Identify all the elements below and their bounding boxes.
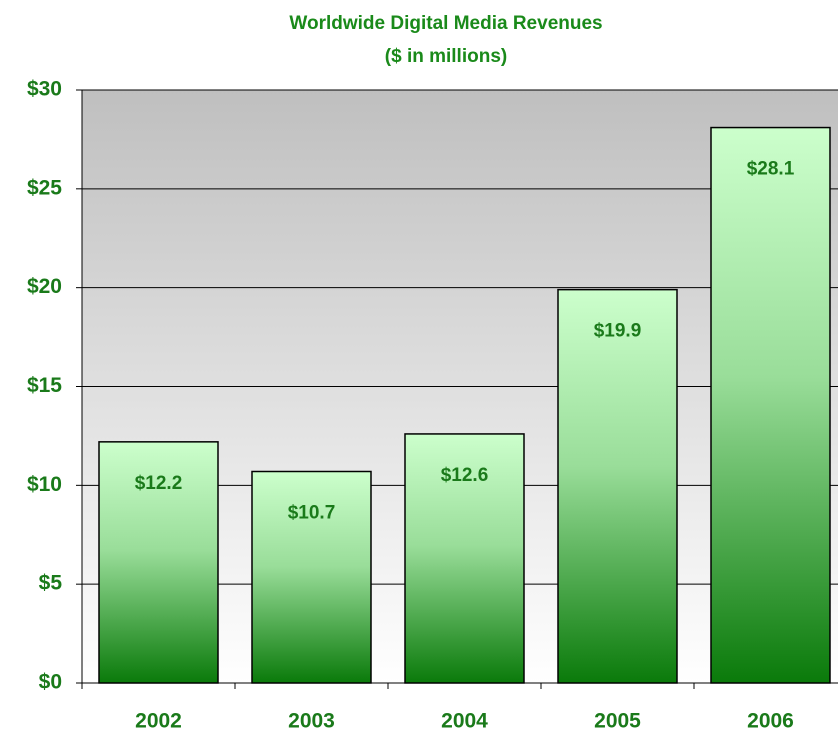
data-label: $12.6: [441, 465, 489, 486]
chart-subtitle: ($ in millions): [385, 46, 507, 67]
bar: [251, 470, 372, 684]
x-tick-label: 2002: [135, 710, 182, 733]
x-tick-label: 2006: [747, 710, 794, 733]
y-tick-label: $0: [39, 671, 62, 694]
y-tick-label: $5: [39, 572, 63, 595]
data-label: $12.2: [135, 473, 183, 494]
bar: [98, 441, 219, 684]
x-tick-label: 2003: [288, 710, 335, 733]
y-tick-label: $10: [27, 473, 62, 496]
bar: [404, 433, 525, 684]
x-tick-label: 2004: [441, 710, 488, 733]
x-tick-label: 2005: [594, 710, 641, 733]
y-tick-label: $30: [27, 78, 62, 101]
bar: [557, 288, 678, 684]
data-label: $19.9: [594, 321, 642, 342]
data-label: $28.1: [747, 159, 795, 180]
data-label: $10.7: [288, 503, 336, 524]
chart-title: Worldwide Digital Media Revenues: [289, 13, 602, 34]
y-tick-label: $20: [27, 275, 62, 298]
y-tick-label: $15: [27, 374, 62, 397]
y-tick-label: $25: [27, 176, 62, 199]
bar: [710, 126, 831, 684]
